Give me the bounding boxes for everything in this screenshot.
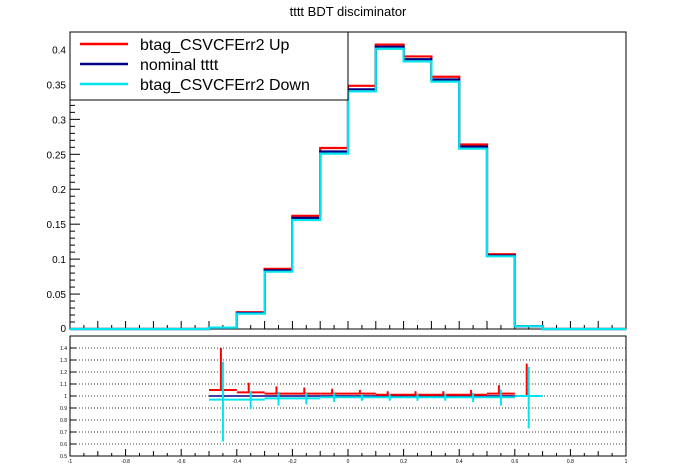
y-tick-label: 0.15: [47, 220, 67, 231]
ratio-panel: 0.5 0.6 0.7 0.8 0.9 1 1.1 1.2 1.3 1.4 -1 -0.8 -0.6 -0…: [60, 335, 628, 465]
x-tick-label: 0.2: [400, 459, 407, 465]
ratio-y-tick-label: 1.1: [60, 382, 67, 388]
ratio-y-tick-label: 0.7: [60, 430, 67, 436]
x-tick-label: -1: [68, 459, 73, 465]
ratio-y-tick-label: 0.6: [60, 442, 67, 448]
y-tick-label: 0.05: [47, 290, 67, 301]
y-tick-label: 0.2: [52, 185, 66, 196]
ratio-y-tick-label: 1.3: [60, 358, 67, 364]
legend-label: btag_CSVCFErr2 Up: [140, 37, 289, 54]
x-tick-label: -0.4: [232, 459, 241, 465]
ratio-y-tick-label: 0.9: [60, 406, 67, 412]
ratio-y-tick-label: 0.8: [60, 418, 67, 424]
x-tick-label: 1: [625, 459, 628, 465]
ratio-y-tick-label: 0.5: [60, 454, 67, 460]
y-tick-label: 0.35: [47, 80, 67, 91]
ratio-y-tick-label: 1.4: [60, 346, 67, 352]
y-zero-label: 0: [60, 324, 66, 335]
x-tick-label: 0.6: [511, 459, 518, 465]
x-tick-label: 0.8: [567, 459, 574, 465]
series-line-3: [70, 47, 626, 331]
chart-title: tttt BDT disciminator: [290, 4, 407, 19]
x-tick-label: -0.2: [288, 459, 297, 465]
y-tick-label: 0.25: [47, 150, 67, 161]
x-tick-label: -0.8: [121, 459, 130, 465]
y-tick-label: 0.3: [52, 115, 66, 126]
x-tick-label: 0.4: [456, 459, 463, 465]
y-tick-label: 0.4: [52, 45, 66, 56]
top-panel: 0.05 0.1 0.15 0.2 0.25 0.3 0.35 0.4 0: [47, 31, 627, 335]
y-tick-label: 0.1: [52, 255, 66, 266]
x-tick-label: -0.6: [177, 459, 186, 465]
legend-label: btag_CSVCFErr2 Down: [140, 77, 310, 94]
legend-label: nominal tttt: [140, 57, 219, 74]
x-tick-label: 0: [347, 459, 350, 465]
ratio-y-tick-label: 1: [64, 394, 67, 400]
legend: btag_CSVCFErr2 Up nominal tttt btag_CSVCFE…: [69, 31, 349, 101]
ratio-y-tick-label: 1.2: [60, 370, 67, 376]
